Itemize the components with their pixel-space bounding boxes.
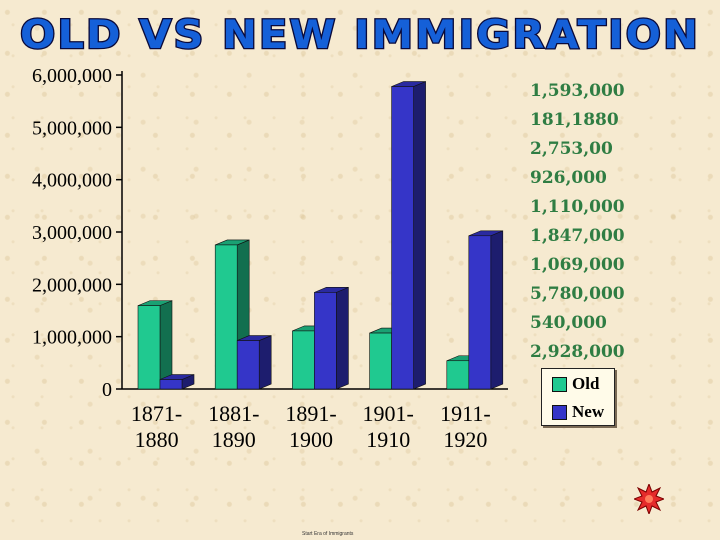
bar-new	[314, 292, 337, 390]
y-tick-label: 1,000,000	[32, 327, 112, 349]
value-item: 2,928,000	[530, 342, 625, 362]
bar-side-new	[490, 230, 504, 390]
bar-side-new	[258, 335, 272, 390]
bar-side-new	[336, 286, 349, 390]
legend-swatch-old	[552, 376, 567, 392]
bar-new	[391, 86, 414, 390]
x-tick-label: 1890	[212, 427, 256, 452]
x-tick-label: 1871-	[131, 401, 182, 426]
value-item: 5,780,000	[530, 284, 625, 304]
value-item: 1,110,000	[530, 197, 625, 217]
bar-old	[292, 330, 315, 390]
x-tick-label: 1901-	[363, 401, 414, 426]
x-tick-label: 1900	[289, 427, 333, 452]
page-title: OLD VS NEW IMMIGRATION	[19, 12, 700, 60]
starburst-icon[interactable]	[634, 484, 664, 514]
y-tick-label: 2,000,000	[32, 274, 112, 296]
x-tick-label: 1880	[135, 427, 179, 452]
legend-item-new: New	[552, 402, 604, 422]
x-tick-label: 1881-	[208, 401, 259, 426]
footnote: Start Era of Immigrants	[302, 531, 354, 537]
bar-old	[137, 305, 161, 390]
legend-label-new: New	[572, 402, 605, 421]
y-tick-label: 4,000,000	[32, 170, 112, 192]
x-tick-label: 1891-	[285, 401, 336, 426]
value-item: 540,000	[530, 313, 607, 333]
x-tick-label: 1920	[443, 427, 487, 452]
x-tick-label: 1910	[366, 427, 410, 452]
chart-legend: Old New	[541, 368, 615, 426]
legend-swatch-new	[552, 404, 567, 420]
legend-label-old: Old	[572, 374, 600, 393]
value-item: 1,847,000	[530, 226, 625, 246]
bar-old	[369, 332, 392, 390]
values-list: 1,593,000 181,1880 2,753,00 926,000 1,11…	[530, 77, 710, 367]
bar-old	[446, 360, 470, 390]
y-tick-label: 3,000,000	[32, 222, 112, 244]
bar-new	[236, 340, 260, 390]
value-item: 926,000	[530, 168, 607, 188]
y-tick-label: 0	[102, 379, 112, 401]
bar-side-new	[413, 81, 426, 390]
title-text: OLD VS NEW IMMIGRATION	[20, 13, 700, 58]
x-tick-label: 1911-	[440, 401, 491, 426]
value-item: 1,593,000	[530, 81, 625, 101]
bar-new	[468, 235, 492, 390]
value-item: 1,069,000	[530, 255, 625, 275]
y-tick-label: 6,000,000	[32, 65, 112, 87]
y-tick-label: 5,000,000	[32, 117, 112, 139]
bar-new	[159, 379, 183, 390]
bar-old	[214, 244, 238, 390]
legend-item-old: Old	[552, 374, 599, 394]
value-item: 2,753,00	[530, 139, 613, 159]
value-item: 181,1880	[530, 110, 619, 130]
